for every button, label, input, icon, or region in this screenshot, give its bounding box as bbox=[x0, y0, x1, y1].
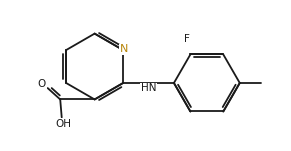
Text: HN: HN bbox=[141, 83, 156, 93]
Text: OH: OH bbox=[55, 119, 71, 129]
Text: O: O bbox=[38, 79, 46, 89]
Text: N: N bbox=[120, 44, 129, 55]
Text: F: F bbox=[184, 34, 190, 44]
